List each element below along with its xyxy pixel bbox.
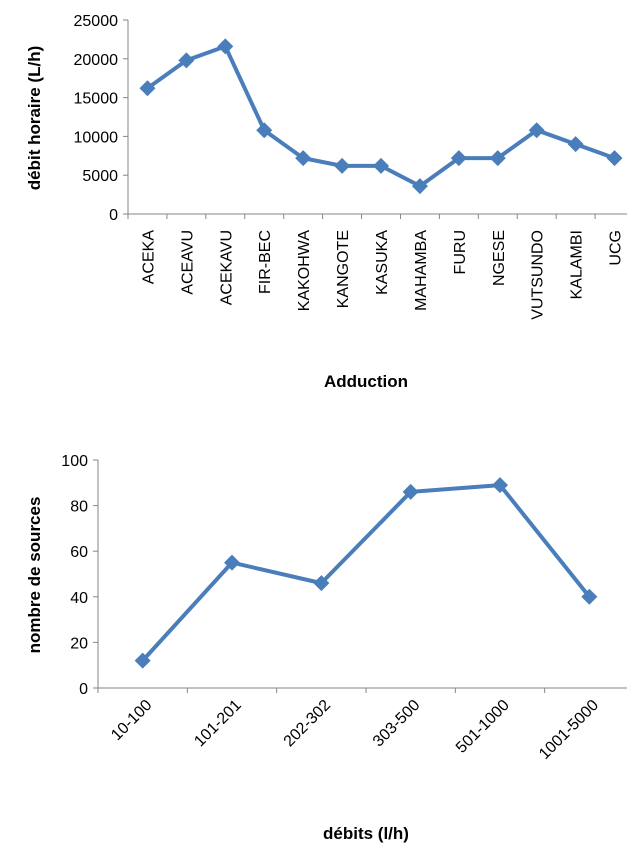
y-tick-label: 0 [79,681,88,698]
data-point-marker [492,477,508,494]
y-tick-label: 80 [70,499,88,516]
y-tick-label: 20000 [74,52,119,69]
x-tick-label: 10-100 [108,697,155,744]
x-tick-label: ACEAVU [179,230,196,295]
data-point-marker [295,150,312,167]
y-axis-title: débit horaire (L/h) [25,46,44,191]
data-point-marker [334,157,351,174]
data-point-marker [528,122,545,139]
data-point-marker [178,52,195,69]
x-tick-label: UCG [608,230,625,266]
y-tick-label: 15000 [74,91,119,108]
x-tick-label: 501-1000 [453,697,513,757]
x-tick-label: 202-302 [281,697,335,751]
x-tick-label: FURU [452,230,469,274]
data-point-marker [581,588,598,605]
y-tick-label: 40 [70,590,88,607]
data-point-marker [313,575,330,592]
x-tick-label: FIR-BEC [257,230,274,294]
chart-debit-horaire: débit horaire (L/h) Adduction 0 5000 10000… [25,13,627,391]
data-point-marker [256,122,273,139]
x-tick-label: NGESE [491,230,508,286]
x-tick-label: 303-500 [370,697,424,751]
data-point-marker [217,38,234,55]
data-point-marker [567,136,584,153]
x-tick-label: KALAMBI [569,230,586,299]
y-tick-label: 100 [61,453,88,470]
x-tick-label: KANGOTE [335,230,352,308]
chart-nombre-sources: nombre de sources débits (l/h) 0 20 40 60 80… [25,453,627,843]
data-point-marker [134,652,151,669]
x-tick-label: ACEKA [140,230,157,285]
y-tick-label: 0 [109,207,118,224]
y-tick-label: 20 [70,635,88,652]
data-point-marker [402,483,419,500]
x-axis-title: Adduction [324,372,408,391]
data-point-marker [139,80,156,97]
y-tick-label: 25000 [74,13,119,30]
x-tick-label: KASUKA [374,230,391,295]
y-tick-label: 60 [70,544,88,561]
x-tick-label: 101-201 [191,697,245,751]
data-point-marker [373,157,389,174]
y-tick-label: 10000 [74,129,119,146]
x-tick-label: VUTSUNDO [530,230,547,320]
data-point-marker [450,150,467,167]
x-tick-label: 1001-5000 [536,697,602,763]
data-point-marker [489,150,506,167]
series-line [141,483,591,662]
x-tick-label: MAHAMBA [413,230,430,311]
y-axis-title: nombre de sources [25,497,44,654]
data-point-marker [606,150,623,167]
x-tick-label: ACEKAVU [218,230,235,305]
data-point-marker [411,178,428,195]
y-tick-label: 5000 [82,168,118,185]
x-axis-title: débits (l/h) [323,824,409,843]
x-tick-label: KAKOHWA [296,230,313,312]
data-point-marker [224,554,240,571]
